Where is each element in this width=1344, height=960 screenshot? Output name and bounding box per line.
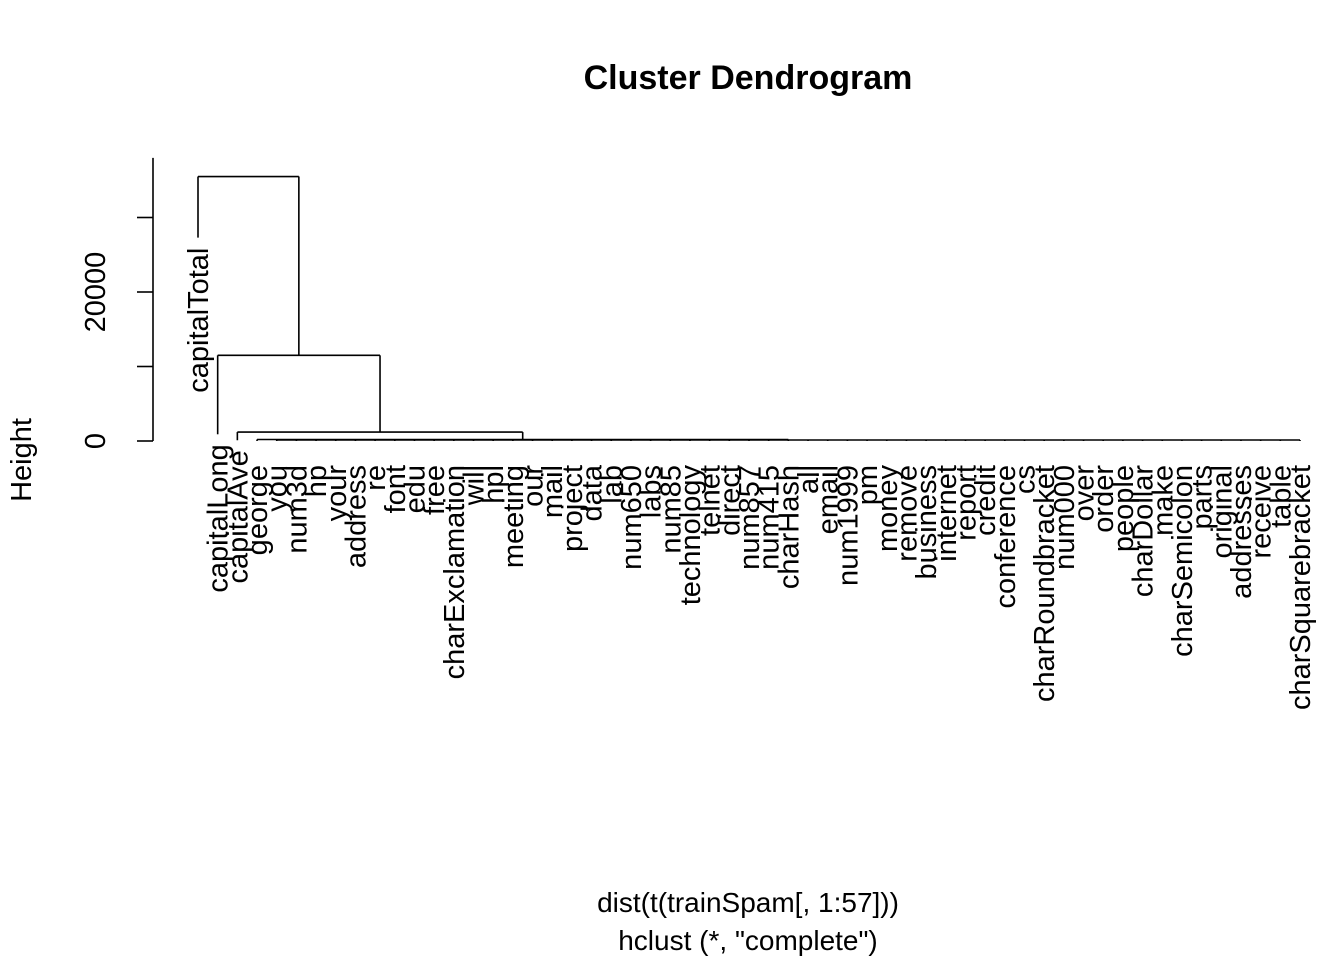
leaf-label: charExclamation — [439, 465, 471, 679]
leaf-label: original — [1206, 465, 1238, 559]
leaf-label: mail — [537, 465, 569, 518]
leaf-label: will — [459, 465, 491, 506]
y-tick-label: 20000 — [80, 252, 112, 333]
y-axis: 0 20000 — [80, 157, 154, 449]
leaf-label: labs — [636, 465, 668, 518]
leaf-label: email — [813, 465, 845, 534]
leaf-label: business — [911, 465, 943, 579]
leaf-label: charRoundbracket — [1029, 465, 1061, 702]
leaf-label: receive — [1246, 465, 1278, 559]
leaf-label: internet — [931, 465, 963, 562]
leaf-label: report — [950, 465, 982, 541]
leaf-label: your — [321, 465, 353, 522]
leaf-label: num857 — [734, 465, 766, 570]
leaf-label: credit — [970, 465, 1002, 536]
leaf-label: capitalAve — [222, 450, 254, 583]
leaf-label: conference — [990, 465, 1022, 609]
leaf-label: money — [872, 465, 904, 553]
leaf-label: cs — [1010, 465, 1042, 494]
leaf-label: lab — [596, 465, 628, 504]
leaf-label: edu — [399, 465, 431, 513]
leaf-label: font — [380, 465, 412, 513]
leaf-label: charSquarebracket — [1285, 465, 1317, 710]
leaf-label: num000 — [1049, 465, 1081, 570]
leaf-label: charDollar — [1128, 465, 1160, 597]
x-axis-label: dist(t(trainSpam[, 1:57])) — [597, 887, 899, 918]
leaf-label: data — [577, 464, 609, 521]
leaf-label: free — [419, 465, 451, 515]
chart-title: Cluster Dendrogram — [584, 59, 913, 97]
leaf-label: order — [1088, 465, 1120, 533]
leaf-label: num415 — [754, 465, 786, 570]
leaf-label: make — [1147, 465, 1179, 536]
leaf-label: charSemicolon — [1167, 465, 1199, 657]
leaf-label: num1999 — [832, 465, 864, 586]
leaf-label: num3d — [281, 465, 313, 554]
leaf-label: table — [1265, 465, 1297, 528]
y-tick-label: 0 — [80, 433, 112, 449]
leaf-label: direct — [714, 465, 746, 536]
leaf-label: num85 — [655, 465, 687, 554]
leaf-label: hp — [301, 465, 333, 497]
leaf-label: meeting — [498, 465, 530, 568]
method-sublabel: hclust (*, "complete") — [618, 925, 878, 956]
leaf-label: our — [518, 465, 550, 507]
leaf-label: addresses — [1226, 465, 1258, 599]
leaf-label: you — [262, 465, 294, 512]
leaf-label: project — [557, 465, 589, 552]
leaf-label: re — [360, 465, 392, 491]
leaf-label: hpl — [478, 465, 510, 504]
leaf-label: address — [340, 465, 372, 568]
leaf-label: over — [1069, 465, 1101, 522]
leaf-label: capitalTotal — [183, 248, 215, 393]
y-axis-label: Height — [6, 418, 38, 502]
leaf-label: num650 — [616, 465, 648, 570]
leaf-label: capitalLong — [203, 444, 235, 592]
leaf-label: parts — [1187, 465, 1219, 529]
dendrogram-tree — [197, 175, 1301, 441]
leaf-label: george — [242, 465, 274, 555]
leaf-label: remove — [891, 465, 923, 562]
leaf-labels: capitalTotalcapitalLongcapitalAvegeorgey… — [183, 248, 1317, 710]
leaf-label: all — [793, 465, 825, 494]
leaf-label: technology — [675, 465, 707, 606]
leaf-label: charHash — [773, 465, 805, 589]
leaf-label: people — [1108, 465, 1140, 552]
leaf-label: pm — [852, 465, 884, 505]
leaf-label: telnet — [695, 465, 727, 536]
